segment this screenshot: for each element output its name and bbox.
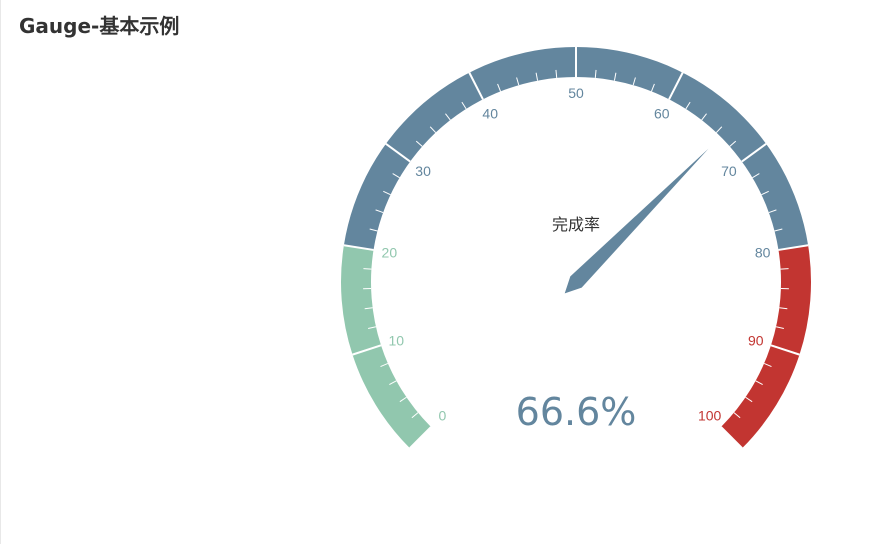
gauge-minor-tick [761, 190, 769, 196]
gauge-split-line [668, 72, 684, 100]
gauge-minor-tick [763, 362, 772, 368]
page-title: Gauge-基本示例 [19, 14, 180, 38]
gauge-ticks [343, 47, 809, 449]
gauge-minor-tick [685, 101, 691, 110]
gauge-minor-tick [368, 326, 377, 329]
gauge-minor-tick [516, 77, 520, 86]
gauge-tick-label: 70 [721, 163, 737, 179]
gauge-band-0 [341, 245, 432, 449]
gauge-bands [341, 47, 811, 449]
gauge-minor-tick [399, 396, 407, 403]
gauge-minor-tick [555, 69, 558, 78]
gauge-tick-label: 30 [415, 163, 431, 179]
gauge-minor-tick [745, 396, 753, 403]
gauge-minor-tick [779, 307, 788, 310]
gauge-minor-tick [755, 380, 763, 386]
gauge-tick-label: 90 [748, 332, 764, 348]
gauge-split-line [352, 344, 382, 356]
gauge-minor-tick [415, 140, 423, 147]
gauge-minor-tick [780, 268, 789, 270]
gauge-minor-tick [632, 77, 636, 86]
gauge-split-line [343, 244, 374, 251]
gauge-title: 完成率 [552, 215, 600, 234]
gauge-minor-tick [411, 412, 419, 419]
gauge-band-1 [343, 47, 809, 250]
gauge-minor-tick [651, 83, 655, 92]
gauge-minor-tick [729, 140, 737, 147]
gauge-minor-tick [594, 69, 597, 78]
gauge-minor-tick [701, 113, 707, 121]
gauge-minor-tick [768, 209, 777, 214]
gauge-split-line [720, 426, 743, 449]
gauge-minor-tick [380, 362, 389, 368]
gauge-tick-label: 20 [382, 244, 398, 260]
gauge-tick-label: 50 [568, 85, 584, 101]
gauge-tick-label: 40 [482, 106, 498, 122]
gauge-minor-tick [383, 190, 391, 196]
gauge-split-line [741, 143, 767, 163]
gauge-detail-value: 66.6% [516, 390, 637, 434]
gauge-split-line [385, 143, 411, 163]
gauge-band-2 [720, 245, 811, 449]
gauge-split-line [468, 72, 484, 100]
gauge-minor-tick [613, 72, 617, 81]
gauge-split-line [770, 344, 800, 356]
gauge-split-line [778, 244, 809, 251]
gauge-split-line [409, 426, 432, 449]
gauge-minor-tick [364, 307, 373, 310]
gauge-minor-tick [389, 380, 397, 386]
gauge-minor-tick [715, 126, 723, 133]
gauge-minor-tick [733, 412, 741, 419]
gauge-minor-tick [429, 126, 437, 133]
gauge-minor-tick [497, 83, 501, 92]
gauge-minor-tick [535, 72, 539, 81]
gauge-minor-tick [369, 228, 378, 232]
gauge-tick-label: 100 [698, 408, 722, 424]
gauge-tick-label: 0 [438, 408, 446, 424]
gauge-minor-tick [461, 101, 467, 110]
gauge-minor-tick [392, 173, 400, 179]
gauge-tick-label: 80 [755, 244, 771, 260]
gauge-minor-tick [774, 228, 783, 232]
gauge-minor-tick [752, 173, 760, 179]
gauge-tick-label: 60 [654, 106, 670, 122]
gauge-tick-labels: 0 10 20 30 40 50 60 70 80 90 100 [382, 85, 771, 424]
gauge-tick-label: 10 [388, 332, 404, 348]
gauge-minor-tick [375, 209, 384, 214]
gauge-minor-tick [445, 113, 451, 121]
gauge-minor-tick [363, 268, 372, 270]
gauge-minor-tick [775, 326, 784, 329]
gauge-pointer [564, 148, 709, 294]
